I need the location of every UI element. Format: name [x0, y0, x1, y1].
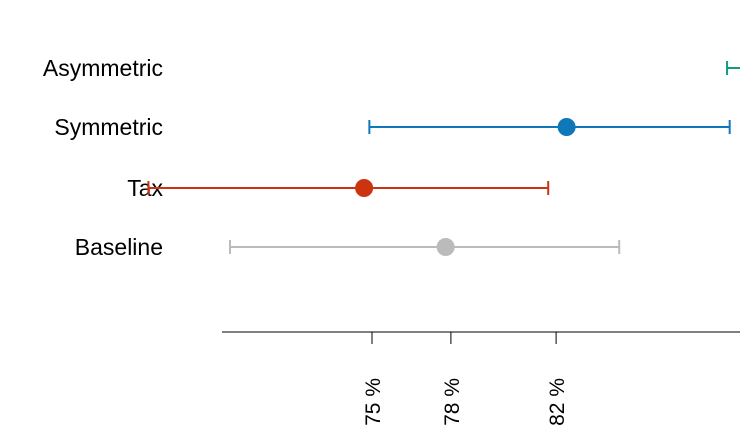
category-label-asymmetric: Asymmetric	[43, 55, 163, 81]
row-asymmetric: Asymmetric	[43, 55, 740, 81]
x-tick-label-78: 78 %	[441, 378, 464, 426]
category-label-symmetric: Symmetric	[54, 114, 163, 140]
x-tick-label-75: 75 %	[362, 378, 385, 426]
row-tax: Tax	[127, 175, 550, 201]
rows: Asymmetric Symmetric Tax Baseline	[43, 55, 740, 260]
x-tick-label-82: 82 %	[546, 378, 569, 426]
row-baseline: Baseline	[75, 234, 621, 260]
point-baseline	[436, 238, 455, 256]
x-axis: 75 %78 %82 %94 %	[222, 331, 740, 426]
category-label-baseline: Baseline	[75, 234, 163, 260]
row-symmetric: Symmetric	[54, 114, 731, 140]
point-tax	[355, 179, 374, 197]
point-symmetric	[557, 118, 576, 136]
